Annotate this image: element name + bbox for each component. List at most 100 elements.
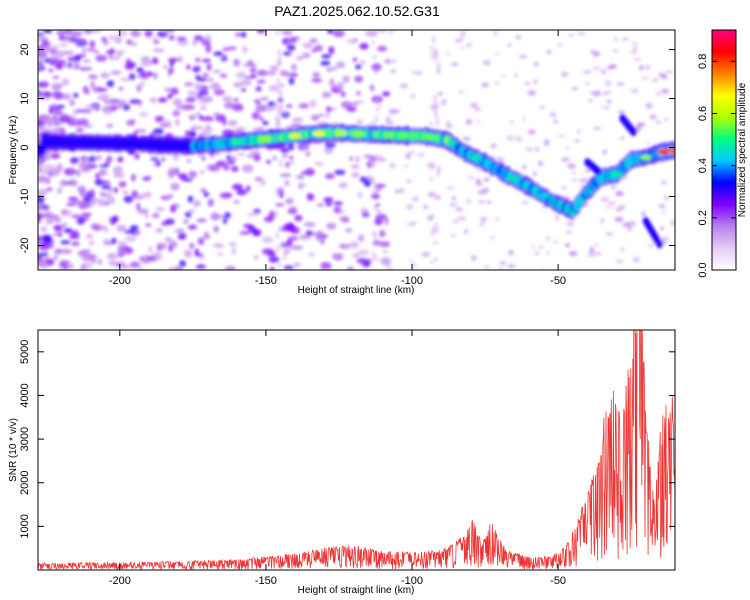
heatmap-cell <box>235 71 247 79</box>
heatmap-cell <box>427 192 436 198</box>
heatmap-cell <box>251 111 261 120</box>
heatmap-cell <box>80 168 92 172</box>
snr-x-tick-label: -50 <box>550 575 566 587</box>
snr-y-tick-label: 2000 <box>19 470 31 494</box>
heatmap-cell <box>75 127 84 133</box>
heatmap-cell <box>305 152 310 157</box>
heatmap-cell <box>630 128 637 137</box>
heatmap-cell <box>153 128 164 135</box>
heatmap-cell <box>100 72 110 79</box>
heatmap-cell <box>339 243 351 249</box>
heatmap-cell <box>50 153 61 159</box>
heatmap-cell <box>268 249 275 255</box>
heatmap-cell <box>194 57 201 63</box>
heatmap-cell <box>508 249 514 256</box>
heatmap-cell <box>124 63 135 71</box>
heatmap-cell <box>192 200 201 207</box>
heatmap-cell <box>203 191 209 198</box>
heatmap-cell <box>615 191 624 196</box>
heatmap-cell <box>254 176 264 182</box>
heatmap-cell <box>338 216 350 221</box>
heatmap-cell <box>78 118 89 127</box>
heatmap-cell <box>663 196 669 200</box>
heatmap-cell <box>38 176 48 184</box>
heatmap-cell <box>357 234 365 242</box>
heatmap-cell <box>553 240 558 244</box>
heatmap-cell <box>601 105 607 109</box>
heatmap-cell <box>622 176 628 179</box>
heatmap-cell <box>236 189 248 196</box>
heatmap-cell <box>383 250 388 254</box>
heatmap-cell <box>98 87 104 93</box>
heatmap-cell <box>382 132 395 138</box>
heatmap-cell <box>349 156 354 161</box>
heatmap-cell <box>534 250 540 256</box>
heatmap-cell <box>374 255 378 262</box>
heatmap-cell <box>615 207 622 213</box>
heatmap-cell <box>103 108 113 115</box>
heatmap-cell <box>354 75 364 83</box>
heatmap-cell <box>172 110 181 117</box>
heatmap-cell <box>140 56 150 61</box>
heatmap-cell <box>395 189 400 193</box>
heatmap-cell <box>633 58 642 61</box>
heatmap-cell <box>80 212 92 217</box>
heatmap-cell <box>288 77 295 85</box>
heatmap-cell <box>40 146 47 154</box>
heatmap-cell <box>48 216 56 221</box>
heatmap-cell <box>436 117 440 127</box>
heatmap-cell <box>455 207 464 212</box>
heatmap-cell <box>114 104 123 110</box>
heatmap-cell <box>600 197 609 202</box>
heatmap-cell <box>88 74 98 80</box>
heatmap-cell <box>253 153 261 162</box>
colorbar-tick-label: 0.4 <box>697 158 709 173</box>
colorbar-tick-label: 0.6 <box>697 106 709 121</box>
heatmap-cell <box>110 97 116 106</box>
heatmap-cell <box>593 244 601 247</box>
heatmap-cell <box>463 138 471 142</box>
heatmap-cell <box>283 251 287 261</box>
heatmap-cell <box>316 203 325 208</box>
heatmap-cell <box>44 58 50 63</box>
heatmap-cell <box>41 40 50 48</box>
heatmap-cell <box>249 74 257 79</box>
heatmap-cell <box>42 91 52 97</box>
heatmap-cell <box>464 229 468 234</box>
heatmap-cell <box>652 78 659 82</box>
heatmap-cell <box>454 39 462 42</box>
heatmap-cell <box>118 181 127 188</box>
heatmap-cell <box>129 261 141 268</box>
heatmap-cell <box>283 265 295 270</box>
heatmap-cell <box>170 182 180 191</box>
snr-y-axis-label: SNR (10 * v/v) <box>8 418 19 482</box>
heatmap-cell <box>285 40 291 45</box>
heatmap-cell <box>372 251 376 260</box>
heatmap-cell <box>162 119 172 127</box>
heatmap-cell <box>72 65 82 70</box>
snr-x-tick-label: -150 <box>255 575 277 587</box>
heatmap-cell <box>191 125 197 132</box>
heatmap-cell <box>118 156 124 162</box>
heatmap-cell <box>101 88 108 92</box>
heatmap-cell <box>134 152 140 160</box>
heatmap-cell <box>656 92 661 96</box>
heatmap-cell <box>525 82 530 85</box>
heatmap-cell <box>557 134 565 137</box>
heatmap-cell <box>93 155 103 161</box>
heatmap-cell <box>196 218 207 223</box>
heatmap-cell <box>299 234 312 241</box>
heatmap-cell <box>359 176 368 183</box>
heatmap-cell <box>38 252 49 257</box>
heatmap-cell <box>326 67 333 72</box>
heatmap-cell <box>300 171 309 175</box>
heatmap-cell <box>213 51 224 56</box>
heatmap-cell <box>412 264 416 267</box>
heatmap-cell <box>222 53 228 62</box>
heatmap-cell <box>345 228 353 233</box>
heatmap-cell <box>116 261 126 266</box>
heatmap-cell <box>373 54 376 60</box>
heatmap-cell <box>38 195 45 203</box>
heatmap-cell <box>268 256 280 263</box>
heatmap-cell <box>372 231 376 236</box>
